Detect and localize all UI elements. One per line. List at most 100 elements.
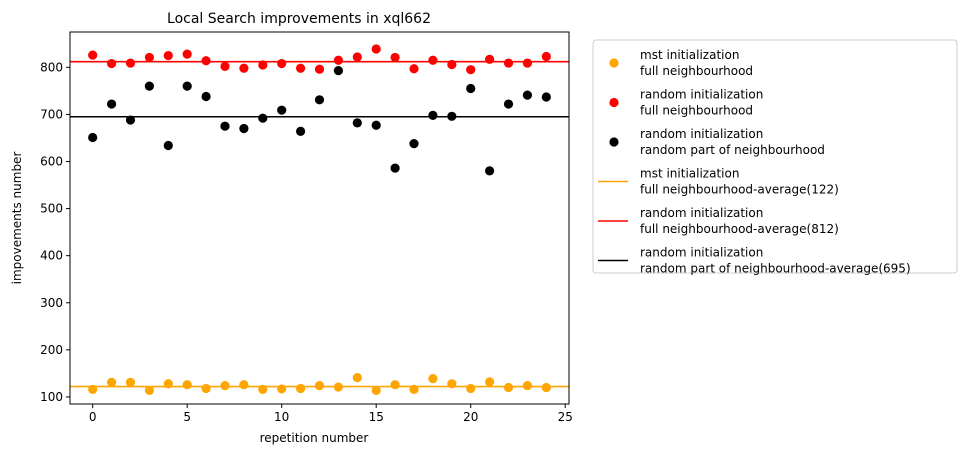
y-tick-label: 700 — [40, 107, 63, 121]
legend-marker-0 — [609, 58, 619, 68]
data-point-s0-1 — [106, 377, 117, 387]
data-point-s1-3 — [144, 52, 154, 63]
data-point-s2-17 — [409, 139, 419, 149]
y-axis-label: impovements number — [10, 152, 24, 285]
data-point-s0-10 — [277, 384, 287, 394]
data-point-s1-21 — [485, 54, 495, 64]
data-point-s1-1 — [106, 58, 117, 69]
x-tick-label: 25 — [558, 410, 573, 424]
data-point-s2-20 — [466, 83, 476, 94]
x-tick-label: 0 — [89, 410, 97, 424]
data-point-s2-22 — [503, 99, 514, 109]
data-point-s0-2 — [125, 377, 136, 387]
data-point-s2-18 — [428, 110, 438, 120]
data-point-s0-3 — [144, 385, 154, 395]
data-point-s0-8 — [239, 380, 249, 390]
legend-label: mst initialization — [640, 48, 739, 62]
data-point-s0-4 — [163, 379, 173, 389]
data-point-s0-16 — [390, 380, 400, 390]
data-point-s1-23 — [522, 58, 533, 68]
data-point-s1-10 — [277, 58, 287, 69]
data-point-s1-2 — [125, 58, 136, 68]
legend-frame — [592, 39, 958, 274]
legend-label: random initialization — [640, 246, 763, 260]
data-point-s0-21 — [485, 377, 495, 387]
data-point-s2-21 — [485, 166, 495, 176]
data-point-s2-16 — [390, 163, 400, 173]
data-point-s0-15 — [371, 385, 381, 395]
data-point-s1-0 — [88, 50, 98, 60]
data-point-s1-18 — [428, 55, 438, 65]
x-tick-label: 20 — [463, 410, 478, 424]
data-point-s0-0 — [88, 384, 98, 395]
data-point-s0-18 — [428, 373, 438, 384]
data-point-s2-11 — [295, 126, 306, 136]
data-point-s2-0 — [88, 132, 98, 143]
data-point-s1-6 — [201, 56, 211, 66]
legend-label: random part of neighbourhood — [640, 143, 825, 157]
data-point-s2-23 — [522, 90, 533, 100]
data-point-s2-8 — [239, 123, 249, 134]
y-tick-label: 200 — [40, 343, 63, 357]
legend-label: random initialization — [640, 206, 763, 220]
x-tick-label: 10 — [274, 410, 289, 424]
data-point-s0-6 — [201, 383, 211, 394]
y-tick-label: 800 — [40, 60, 63, 74]
data-point-s1-19 — [447, 59, 457, 70]
legend-label: full neighbourhood — [640, 104, 753, 118]
data-point-s1-17 — [409, 64, 419, 74]
legend-label: full neighbourhood-average(812) — [640, 222, 839, 236]
data-point-s2-24 — [541, 92, 551, 102]
data-point-s2-15 — [371, 120, 381, 130]
data-point-s0-5 — [182, 380, 192, 390]
data-point-s1-13 — [333, 55, 344, 65]
data-point-s2-12 — [314, 95, 325, 105]
y-axis-ticks: 100 200 300 400 500 600 700 800 — [40, 60, 70, 404]
y-tick-label: 100 — [40, 390, 63, 404]
data-point-s2-7 — [220, 121, 230, 131]
data-point-s0-17 — [409, 384, 419, 395]
legend: mst initialization full neighbourhood rand… — [592, 39, 958, 276]
legend-label: full neighbourhood-average(122) — [640, 183, 839, 197]
y-tick-label: 600 — [40, 154, 63, 168]
plot-frame — [69, 31, 570, 405]
data-point-s1-9 — [258, 60, 268, 70]
data-point-s2-9 — [258, 113, 268, 123]
data-point-s1-5 — [182, 49, 192, 59]
legend-label: random part of neighbourhood-average(695… — [640, 262, 911, 276]
x-axis-label: repetition number — [260, 431, 369, 445]
data-point-s0-12 — [314, 381, 325, 391]
data-point-s0-23 — [522, 381, 533, 391]
data-point-s0-19 — [447, 379, 457, 389]
data-point-s0-11 — [295, 383, 306, 394]
data-point-s2-1 — [106, 99, 117, 109]
data-point-s2-6 — [201, 91, 211, 102]
legend-marker-2 — [609, 137, 619, 147]
legend-label: full neighbourhood — [640, 64, 753, 78]
y-tick-label: 500 — [40, 202, 63, 216]
data-point-s0-22 — [503, 382, 514, 393]
x-tick-label: 5 — [183, 410, 191, 424]
data-point-s1-16 — [390, 52, 400, 63]
data-point-s0-14 — [352, 373, 362, 383]
y-tick-label: 300 — [40, 296, 63, 310]
data-point-s1-11 — [295, 63, 306, 73]
legend-label: random initialization — [640, 88, 763, 102]
data-point-s2-3 — [144, 81, 154, 91]
data-point-s0-24 — [541, 382, 551, 393]
y-tick-label: 400 — [40, 249, 63, 263]
data-point-s2-13 — [333, 66, 344, 76]
data-point-s2-2 — [125, 115, 136, 125]
data-point-s2-10 — [277, 105, 287, 115]
x-tick-label: 15 — [369, 410, 384, 424]
data-point-s1-20 — [466, 65, 476, 75]
x-axis-ticks: 0 5 10 15 20 25 — [89, 404, 573, 424]
data-point-s0-13 — [333, 382, 344, 392]
data-point-s1-14 — [352, 52, 362, 62]
data-point-s2-4 — [163, 140, 173, 151]
legend-marker-1 — [609, 97, 619, 108]
data-point-s2-14 — [352, 118, 362, 128]
data-point-s0-20 — [466, 383, 476, 394]
legend-label: random initialization — [640, 127, 763, 141]
